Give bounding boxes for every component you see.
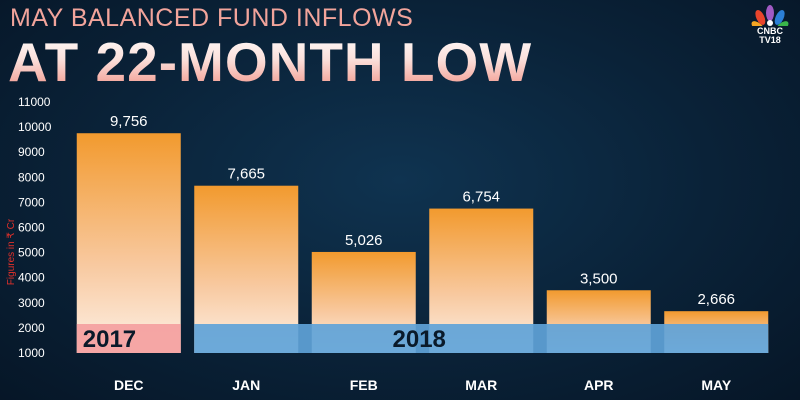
- year-band-2018: [194, 324, 769, 353]
- y-tick-label: 1000: [18, 346, 45, 360]
- x-tick-label: FEB: [350, 377, 378, 393]
- bar-value-label: 7,665: [227, 166, 265, 183]
- y-tick-label: 6000: [18, 221, 45, 235]
- year-label-2018: 2018: [393, 326, 446, 353]
- bar-value-label: 2,666: [697, 291, 735, 308]
- year-band-2017: [76, 324, 181, 353]
- logo-text-tv18: TV18: [759, 35, 781, 45]
- logo-text-cnbc: CNBC: [757, 26, 783, 36]
- bars: [76, 133, 769, 353]
- year-label-2017: 2017: [83, 326, 136, 353]
- y-tick-label: 3000: [18, 296, 45, 310]
- y-tick-label: 11000: [18, 95, 51, 109]
- bar-value-label: 5,026: [345, 232, 383, 249]
- x-tick-label: MAY: [701, 377, 731, 393]
- chart-title: AT 22-MONTH LOW: [8, 31, 533, 93]
- x-tick-label: DEC: [114, 377, 144, 393]
- bar-value-label: 9,756: [110, 113, 148, 130]
- x-tick-label: APR: [584, 377, 614, 393]
- x-tick-label: MAR: [465, 377, 497, 393]
- bar-labels: 9,756 7,665 5,026 6,754 3,500 2,666: [110, 113, 735, 308]
- cnbc-tv18-logo: CNBC TV18: [744, 4, 796, 46]
- bar-dec: [76, 133, 181, 353]
- y-axis-label: Figures in ₹ Cr: [6, 218, 17, 285]
- y-tick-label: 2000: [18, 321, 45, 335]
- y-tick-label: 9000: [18, 145, 45, 159]
- x-axis: DEC JAN FEB MAR APR MAY: [114, 377, 732, 393]
- bar-value-label: 3,500: [580, 270, 618, 287]
- y-tick-label: 8000: [18, 170, 45, 184]
- peacock-icon: [751, 5, 789, 26]
- bar-value-label: 6,754: [462, 189, 500, 206]
- y-tick-label: 7000: [18, 195, 45, 209]
- y-tick-label: 10000: [18, 120, 52, 134]
- y-tick-label: 5000: [18, 246, 45, 260]
- y-axis: 1000 2000 3000 4000 5000 6000 7000 8000 9000 1000…: [18, 95, 52, 360]
- year-bands: 2017 2018: [76, 324, 769, 353]
- y-tick-label: 4000: [18, 271, 45, 285]
- x-tick-label: JAN: [232, 377, 260, 393]
- chart-subtitle: MAY BALANCED FUND INFLOWS: [10, 4, 414, 32]
